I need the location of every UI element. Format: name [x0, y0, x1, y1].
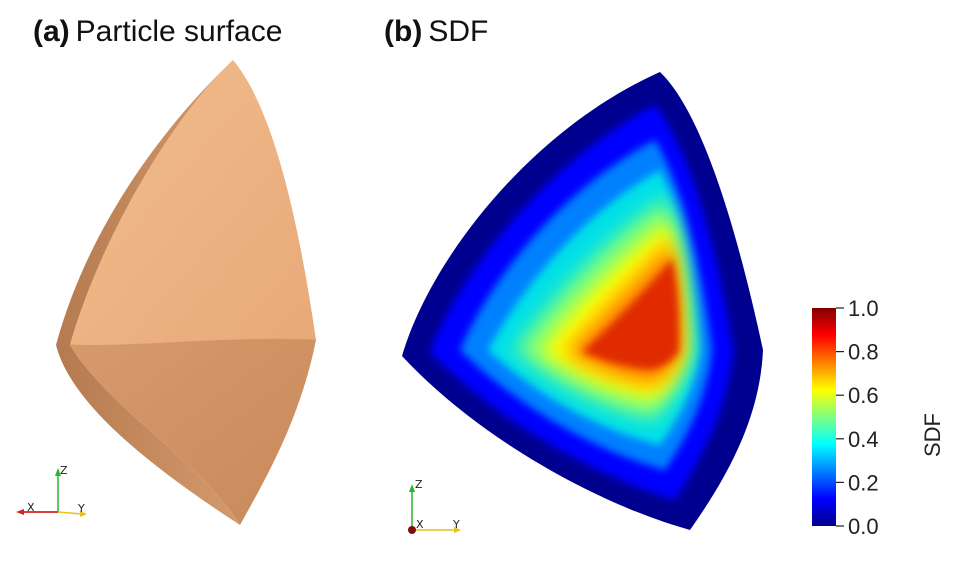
colorbar-tick-label: 0.2 [848, 470, 879, 495]
particle-surface [56, 60, 317, 525]
axis-y-label-b: Y [452, 518, 460, 531]
colorbar-tick-label: 0.6 [848, 383, 879, 408]
colorbar-tick-label: 0.4 [848, 427, 879, 452]
colorbar-tick-label: 0.0 [848, 514, 879, 539]
panel-a-letter: (a) [33, 15, 70, 48]
orientation-axes-a: Z X Y [16, 464, 87, 517]
panel-a-title-text: Particle surface [75, 15, 283, 48]
panel-b-title: (b) SDF [384, 14, 488, 50]
particle-ridge [69, 338, 317, 346]
colorbar-tick-label: 1.0 [848, 296, 879, 321]
axis-x-label-a: X [27, 501, 35, 514]
colorbar-tick-label: 0.8 [848, 340, 879, 365]
particle-left-edge [56, 60, 240, 525]
particle-lower-face [70, 339, 316, 525]
panel-b-title-text: SDF [428, 15, 489, 48]
panel-b-letter: (b) [384, 15, 423, 48]
axis-z-label-b: Z [415, 478, 423, 491]
panel-a-title: (a) Particle surface [33, 14, 282, 50]
colorbar: 1.0 0.8 0.6 0.4 0.2 0.0 SDF [812, 296, 945, 539]
colorbar-ticks: 1.0 0.8 0.6 0.4 0.2 0.0 [836, 296, 879, 539]
sdf-cross-section [402, 72, 763, 530]
colorbar-gradient [812, 308, 836, 526]
orientation-axes-b: Z X Y [408, 478, 461, 534]
particle-upper-face [70, 60, 316, 346]
axis-z-label-a: Z [60, 464, 68, 477]
colorbar-title: SDF [920, 413, 945, 457]
axis-y-label-a: Y [77, 502, 85, 515]
axis-x-label-b: X [416, 518, 424, 531]
